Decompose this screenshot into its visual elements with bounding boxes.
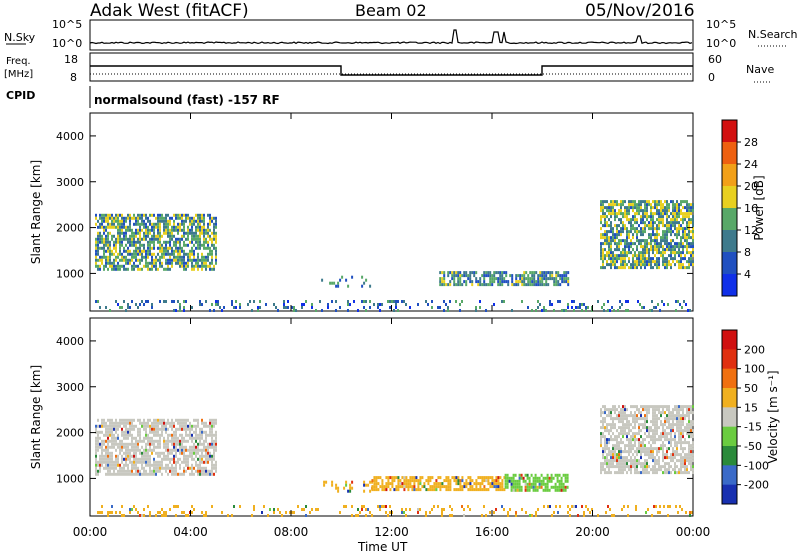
y-tick-label: 1000 (56, 267, 84, 280)
colorbar-tick-label: 12 (744, 224, 758, 237)
freq-tick-bottom: 8 (70, 71, 77, 84)
noise-tick-bottom-left: 10^0 (52, 37, 82, 50)
station-title: Adak West (fitACF) (90, 1, 249, 21)
colorbar-swatch (722, 407, 737, 428)
y-tick-label: 2000 (56, 222, 84, 235)
colorbar-tick-label: 200 (744, 343, 765, 356)
y-axis-label: Slant Range [km] (29, 160, 43, 264)
y-tick-label: 2000 (56, 427, 84, 440)
date-title: 05/Nov/2016 (585, 1, 695, 21)
colorbar-tick-label: -200 (744, 479, 769, 492)
colorbar-swatch (722, 484, 737, 505)
frequency-series (90, 65, 693, 76)
colorbar-swatch (722, 465, 737, 486)
colorbar-swatch (722, 142, 737, 165)
power-colorbar: 4 8 12 16 20 24 28 Power [dB] (721, 119, 766, 297)
colorbar-tick-label: 4 (744, 268, 751, 281)
scatter-region-0 (95, 213, 217, 271)
nsky-label: N.Sky (4, 31, 36, 44)
scatter-region-4 (95, 300, 691, 312)
scatter-region-3 (600, 200, 694, 270)
colorbar-swatch (722, 274, 737, 297)
colorbar-tick-label: 28 (744, 136, 758, 149)
noise-frame (89, 19, 694, 51)
colorbar-swatch (722, 330, 737, 350)
velocity-panel: 1000 2000 3000 4000 Slant Range [km] 00:00 04:… (29, 317, 711, 539)
nave-label: Nave (746, 63, 774, 76)
colorbar-tick-label: 16 (744, 202, 758, 215)
noise-strip: N.Sky 10^5 10^0 10^5 10^0 N.Search (4, 18, 798, 51)
freq-frame (89, 52, 694, 82)
x-tick-label: 08:00 (274, 525, 309, 539)
freq-strip: Freq. [MHz] 18 8 60 0 Nave (4, 52, 774, 84)
colorbar-label: Velocity [m s⁻¹] (766, 370, 780, 463)
colorbar-tick-label: 15 (744, 401, 758, 414)
velocity-colorbar: 200 100 50 15 -15 -50 -100 -200 Velocity [m s⁻¹] (721, 329, 780, 505)
x-tick-label: 20:00 (575, 525, 610, 539)
nave-tick-bottom: 0 (708, 71, 715, 84)
colorbar-tick-label: 24 (744, 158, 758, 171)
y-tick-label: 4000 (56, 335, 84, 348)
colorbar-swatch (722, 368, 737, 389)
scatter-region-3 (504, 473, 569, 492)
colorbar-swatch (722, 426, 737, 447)
x-axis-label: Time UT (357, 540, 408, 554)
freq-label: Freq. (6, 56, 31, 67)
colorbar-frame (721, 329, 738, 505)
scatter-region-1 (323, 480, 374, 493)
x-tick-label: 16:00 (475, 525, 510, 539)
scatter-region-1 (321, 275, 372, 288)
cpid-text: normalsound (fast) -157 RF (94, 93, 280, 107)
colorbar-swatch (722, 120, 737, 143)
cpid-strip: CPID normalsound (fast) -157 RF (6, 86, 280, 108)
colorbar-tick-label: -100 (744, 459, 769, 472)
scatter-region-2 (439, 271, 570, 287)
colorbar-tick-label: -50 (744, 440, 762, 453)
x-tick-label: 00:00 (676, 525, 711, 539)
colorbar-swatch (722, 252, 737, 275)
colorbar-swatch (722, 446, 737, 466)
y-tick-label: 1000 (56, 472, 84, 485)
scatter-region-2 (371, 476, 506, 492)
colorbar-swatch (722, 349, 737, 370)
colorbar-tick-label: 100 (744, 363, 765, 376)
y-tick-label: 3000 (56, 381, 84, 394)
colorbar-tick-label: 8 (744, 246, 751, 259)
colorbar-tick-label: 20 (744, 180, 758, 193)
colorbar-swatch (722, 230, 737, 253)
colorbar-swatch (722, 186, 737, 209)
noise-sky-series (89, 29, 693, 45)
nave-tick-top: 60 (708, 53, 722, 66)
noise-tick-top-right: 10^5 (706, 18, 736, 31)
x-tick-label: 00:00 (73, 525, 108, 539)
colorbar-swatch (722, 208, 737, 231)
scatter-region-0 (95, 418, 217, 476)
noise-tick-bottom-right: 10^0 (706, 37, 736, 50)
colorbar-tick-label: 50 (744, 382, 758, 395)
freq-tick-top: 18 (64, 53, 78, 66)
colorbar-tick-label: -15 (744, 421, 762, 434)
x-tick-label: 04:00 (173, 525, 208, 539)
nsearch-label: N.Search (748, 28, 798, 41)
panel-frame (89, 112, 694, 312)
cpid-label: CPID (6, 89, 35, 102)
beam-title: Beam 02 (355, 1, 427, 20)
scatter-region-4 (600, 405, 694, 475)
scatter-region-5 (97, 505, 693, 517)
y-axis-label: Slant Range [km] (29, 365, 43, 469)
colorbar-label: Power [dB] (752, 175, 766, 240)
y-tick-label: 3000 (56, 176, 84, 189)
colorbar-swatch (722, 388, 737, 408)
colorbar-swatch (722, 164, 737, 187)
noise-tick-top-left: 10^5 (52, 18, 82, 31)
power-panel: 1000 2000 3000 4000 Slant Range [km] (29, 112, 694, 312)
x-tick-label: 12:00 (374, 525, 409, 539)
freq-unit: [MHz] (4, 69, 33, 80)
y-tick-label: 4000 (56, 130, 84, 143)
